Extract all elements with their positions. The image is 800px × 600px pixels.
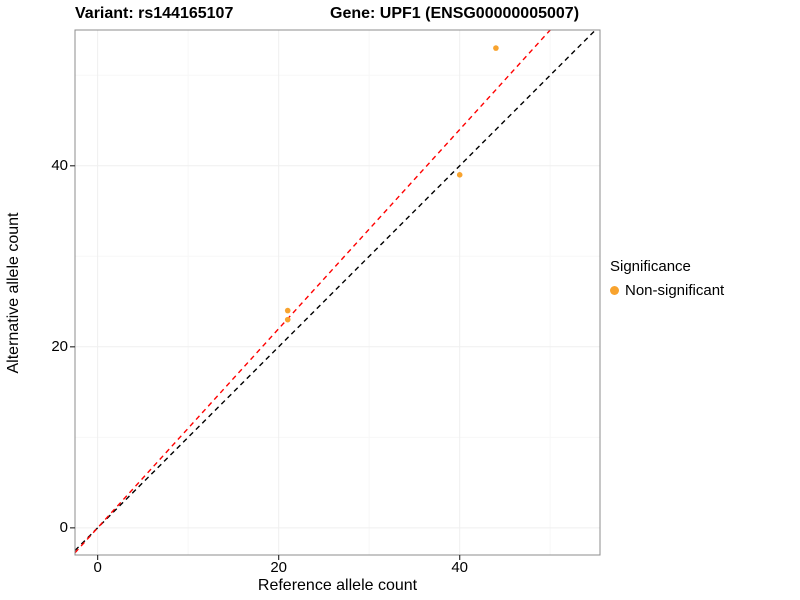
y-axis-label: Alternative allele count (5, 212, 22, 374)
x-axis-label: Reference allele count (257, 577, 418, 594)
data-point (284, 316, 291, 323)
legend-title: Significance (610, 258, 691, 275)
x-axis-tick-label: 20 (270, 559, 287, 576)
data-point (456, 172, 463, 178)
variant-title: Variant: rs144165107 (75, 5, 234, 22)
data-point (493, 45, 499, 51)
non-significant-dot-icon (610, 286, 619, 295)
gene-title: Gene: UPF1 (ENSG00000005007) (330, 5, 580, 22)
data-point (284, 307, 291, 314)
y-axis-tick-label: 40 (51, 156, 68, 174)
fit-line (75, 30, 552, 554)
x-axis-tick-label: 0 (93, 559, 102, 576)
y-axis-tick-label: 20 (51, 337, 68, 355)
legend-item-label: Non-significant (625, 282, 725, 299)
panel-border (74, 29, 601, 556)
x-axis-tick-label: 40 (451, 559, 469, 576)
legend: Significance Non-significant (610, 258, 724, 299)
y-axis-tick-label: 0 (59, 518, 68, 536)
legend-item: Non-significant (610, 282, 724, 299)
identity-line (75, 30, 597, 551)
